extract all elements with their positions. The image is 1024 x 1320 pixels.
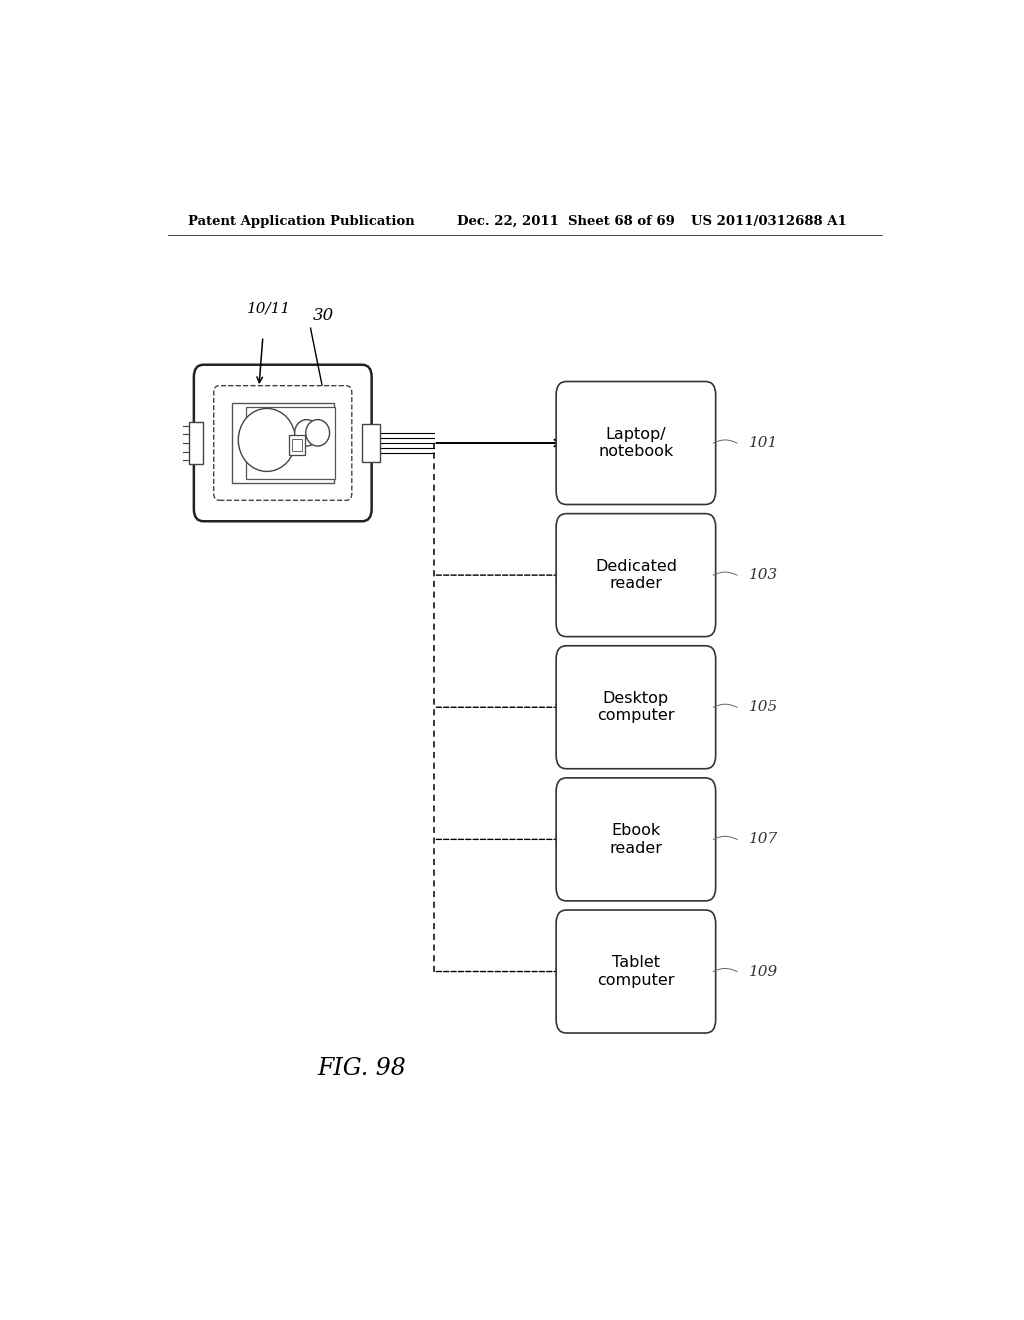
Text: US 2011/0312688 A1: US 2011/0312688 A1 [691,215,847,228]
FancyBboxPatch shape [556,381,716,504]
Bar [292,440,302,451]
FancyBboxPatch shape [194,364,372,521]
Text: Dedicated
reader: Dedicated reader [595,558,677,591]
Text: 30: 30 [313,308,334,325]
Text: Laptop/
notebook: Laptop/ notebook [598,426,674,459]
Bar [362,424,380,462]
FancyBboxPatch shape [556,909,716,1034]
Text: 109: 109 [749,965,778,978]
Text: Patent Application Publication: Patent Application Publication [187,215,415,228]
Text: Dec. 22, 2011: Dec. 22, 2011 [458,215,559,228]
Text: 105: 105 [749,700,778,714]
Text: 107: 107 [749,833,778,846]
FancyBboxPatch shape [556,777,716,900]
Ellipse shape [295,420,318,446]
Ellipse shape [306,420,330,446]
FancyBboxPatch shape [214,385,352,500]
Bar [189,421,204,465]
Ellipse shape [239,408,296,471]
Text: Ebook
reader: Ebook reader [609,824,663,855]
Text: 101: 101 [749,436,778,450]
Bar [246,407,335,479]
Text: Desktop
computer: Desktop computer [597,692,675,723]
Bar [232,403,334,483]
Text: Sheet 68 of 69: Sheet 68 of 69 [568,215,675,228]
Text: FIG. 98: FIG. 98 [317,1056,407,1080]
Text: 10/11: 10/11 [247,302,291,315]
Text: 103: 103 [749,568,778,582]
FancyBboxPatch shape [556,513,716,636]
Bar [289,434,305,455]
FancyBboxPatch shape [556,645,716,768]
Text: Tablet
computer: Tablet computer [597,956,675,987]
